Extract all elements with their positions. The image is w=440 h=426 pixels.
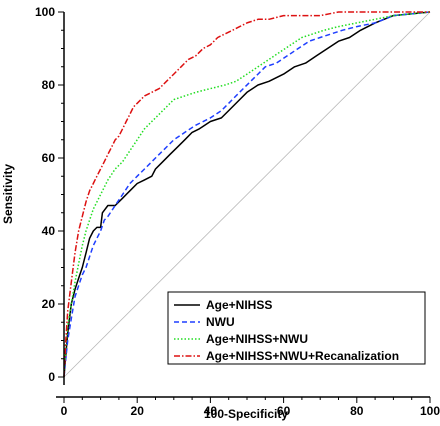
y-tick-label: 100 (35, 5, 55, 19)
y-tick-label: 40 (42, 224, 56, 238)
series-line-2 (63, 11, 431, 378)
x-tick-label: 100 (420, 404, 440, 418)
y-tick-label: 20 (42, 297, 56, 311)
x-tick-label: 60 (277, 404, 291, 418)
reference-line-layer (63, 11, 431, 378)
x-tick-label: 0 (61, 404, 68, 418)
y-tick-label: 80 (42, 78, 56, 92)
x-tick-label: 40 (204, 404, 218, 418)
series-line-3 (63, 11, 431, 378)
series-line-1 (63, 11, 431, 378)
legend-label: Age+NIHSS (206, 298, 272, 312)
legend-box (167, 291, 426, 365)
diagonal-reference-line (63, 11, 431, 378)
series-layer (63, 11, 431, 378)
legend: Age+NIHSS NWU Age+NIHSS+NWU Age+NIHSS+NWU+R… (167, 291, 426, 365)
y-tick-label: 0 (48, 370, 55, 384)
legend-label: Age+NIHSS+NWU (206, 332, 308, 346)
x-tick-label: 20 (131, 404, 145, 418)
series-line-4 (63, 11, 430, 378)
x-tick-label: 80 (350, 404, 364, 418)
y-axis-title: Sensitivity (1, 164, 15, 224)
axes: 0 20 40 60 80 100 0 20 40 60 80 100 (35, 5, 440, 418)
y-tick-label: 60 (42, 151, 56, 165)
legend-label: NWU (206, 315, 235, 329)
legend-label: Age+NIHSS+NWU+Recanalization (206, 349, 399, 363)
x-axis-title: 100-Specificity (204, 407, 288, 421)
